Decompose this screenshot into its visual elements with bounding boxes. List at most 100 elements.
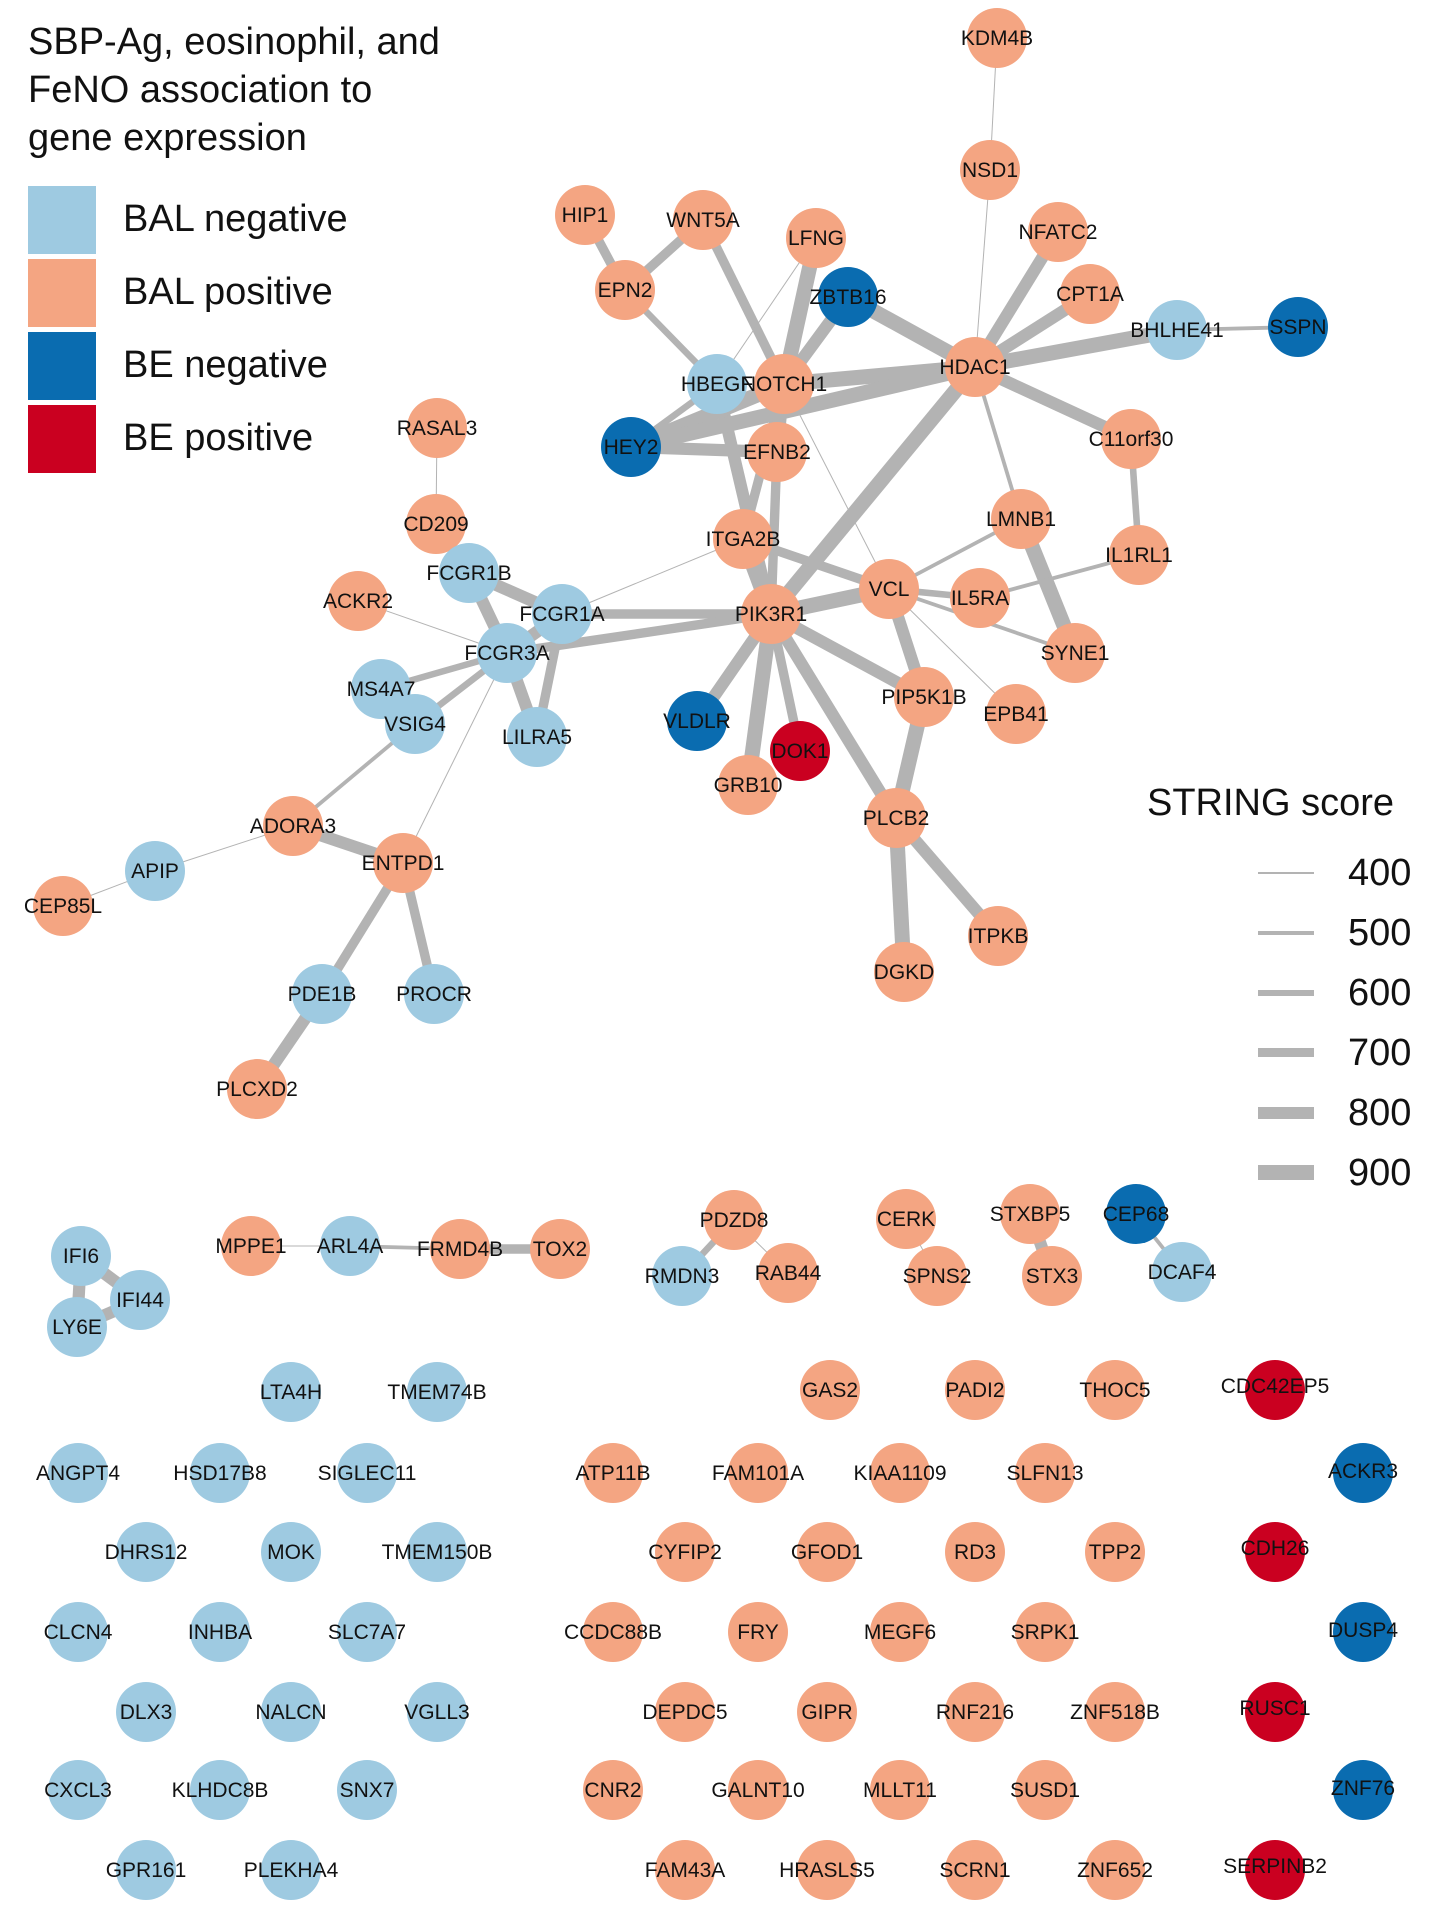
node-circle[interactable] (967, 8, 1027, 68)
node-cep85l[interactable]: CEP85L (24, 876, 102, 936)
node-mppe1[interactable]: MPPE1 (215, 1216, 287, 1276)
node-apip[interactable]: APIP (125, 841, 185, 901)
node-gipr[interactable]: GIPR (797, 1682, 857, 1742)
node-circle[interactable] (1085, 1360, 1145, 1420)
node-circle[interactable] (713, 509, 773, 569)
node-circle[interactable] (190, 1602, 250, 1662)
node-circle[interactable] (945, 1522, 1005, 1582)
node-circle[interactable] (655, 1522, 715, 1582)
node-circle[interactable] (583, 1602, 643, 1662)
node-kdm4b[interactable]: KDM4B (961, 8, 1033, 68)
node-plcxd2[interactable]: PLCXD2 (216, 1059, 298, 1119)
node-wnt5a[interactable]: WNT5A (666, 190, 740, 250)
node-circle[interactable] (673, 190, 733, 250)
node-dgkd[interactable]: DGKD (874, 942, 935, 1002)
node-circle[interactable] (601, 417, 661, 477)
node-circle[interactable] (227, 1059, 287, 1119)
node-rab44[interactable]: RAB44 (755, 1243, 822, 1303)
node-circle[interactable] (667, 691, 727, 751)
node-gfod1[interactable]: GFOD1 (791, 1522, 863, 1582)
node-rd3[interactable]: RD3 (945, 1522, 1005, 1582)
node-znf652[interactable]: ZNF652 (1077, 1840, 1153, 1900)
node-megf6[interactable]: MEGF6 (864, 1602, 936, 1662)
node-ifi6[interactable]: IFI6 (51, 1226, 111, 1286)
node-nalcn[interactable]: NALCN (255, 1682, 327, 1742)
node-stxbp5[interactable]: STXBP5 (990, 1184, 1071, 1244)
node-circle[interactable] (595, 260, 655, 320)
node-circle[interactable] (583, 1760, 643, 1820)
node-snx7[interactable]: SNX7 (337, 1760, 397, 1820)
node-circle[interactable] (1085, 1840, 1145, 1900)
node-circle[interactable] (33, 876, 93, 936)
node-circle[interactable] (48, 1443, 108, 1503)
node-frmd4b[interactable]: FRMD4B (417, 1219, 503, 1279)
node-fcgr1a[interactable]: FCGR1A (519, 584, 605, 644)
node-hey2[interactable]: HEY2 (601, 417, 661, 477)
node-circle[interactable] (1085, 1522, 1145, 1582)
node-circle[interactable] (704, 1190, 764, 1250)
node-circle[interactable] (583, 1443, 643, 1503)
node-sspn[interactable]: SSPN (1268, 297, 1328, 357)
node-circle[interactable] (754, 354, 814, 414)
node-susd1[interactable]: SUSD1 (1010, 1760, 1080, 1820)
node-nfatc2[interactable]: NFATC2 (1019, 202, 1098, 262)
node-circle[interactable] (1147, 300, 1207, 360)
node-itga2b[interactable]: ITGA2B (706, 509, 781, 569)
node-il1rl1[interactable]: IL1RL1 (1105, 525, 1173, 585)
node-circle[interactable] (1245, 1360, 1305, 1420)
node-inhba[interactable]: INHBA (188, 1602, 252, 1662)
node-dhrs12[interactable]: DHRS12 (105, 1522, 188, 1582)
node-circle[interactable] (407, 1522, 467, 1582)
node-circle[interactable] (1152, 1242, 1212, 1302)
node-circle[interactable] (320, 1216, 380, 1276)
node-circle[interactable] (407, 1682, 467, 1742)
node-rusc1[interactable]: RUSC1 (1239, 1682, 1311, 1742)
node-circle[interactable] (741, 584, 801, 644)
node-circle[interactable] (655, 1682, 715, 1742)
node-vgll3[interactable]: VGLL3 (404, 1682, 470, 1742)
node-circle[interactable] (110, 1270, 170, 1330)
node-epb41[interactable]: EPB41 (983, 684, 1049, 744)
node-pde1b[interactable]: PDE1B (288, 964, 357, 1024)
node-spns2[interactable]: SPNS2 (903, 1246, 972, 1306)
node-fam101a[interactable]: FAM101A (712, 1443, 804, 1503)
node-notch1[interactable]: NOTCH1 (741, 354, 827, 414)
node-plcb2[interactable]: PLCB2 (863, 788, 930, 848)
node-circle[interactable] (532, 584, 592, 644)
node-circle[interactable] (945, 337, 1005, 397)
node-circle[interactable] (1101, 409, 1161, 469)
node-fry[interactable]: FRY (728, 1602, 788, 1662)
node-circle[interactable] (51, 1226, 111, 1286)
node-il5ra[interactable]: IL5RA (950, 568, 1010, 628)
node-hdac1[interactable]: HDAC1 (939, 337, 1011, 397)
node-hrasls5[interactable]: HRASLS5 (779, 1840, 875, 1900)
node-circle[interactable] (261, 1362, 321, 1422)
node-dcaf4[interactable]: DCAF4 (1148, 1242, 1217, 1302)
node-circle[interactable] (328, 571, 388, 631)
node-nsd1[interactable]: NSD1 (960, 140, 1020, 200)
node-circle[interactable] (406, 494, 466, 554)
node-circle[interactable] (337, 1443, 397, 1503)
node-ccdc88b[interactable]: CCDC88B (564, 1602, 662, 1662)
node-ackr3[interactable]: ACKR3 (1328, 1443, 1398, 1503)
node-mllt11[interactable]: MLLT11 (863, 1760, 937, 1820)
node-circle[interactable] (945, 1682, 1005, 1742)
node-circle[interactable] (1268, 297, 1328, 357)
node-circle[interactable] (687, 354, 747, 414)
node-circle[interactable] (1060, 264, 1120, 324)
node-arl4a[interactable]: ARL4A (317, 1216, 384, 1276)
node-circle[interactable] (261, 1682, 321, 1742)
node-circle[interactable] (770, 721, 830, 781)
node-circle[interactable] (945, 1360, 1005, 1420)
node-mok[interactable]: MOK (261, 1522, 321, 1582)
node-hip1[interactable]: HIP1 (555, 185, 615, 245)
node-circle[interactable] (1245, 1682, 1305, 1742)
node-cpt1a[interactable]: CPT1A (1056, 264, 1124, 324)
node-circle[interactable] (292, 964, 352, 1024)
node-rnf216[interactable]: RNF216 (936, 1682, 1014, 1742)
node-dok1[interactable]: DOK1 (770, 721, 830, 781)
node-circle[interactable] (116, 1840, 176, 1900)
node-circle[interactable] (190, 1760, 250, 1820)
node-ifi44[interactable]: IFI44 (110, 1270, 170, 1330)
node-dusp4[interactable]: DUSP4 (1328, 1602, 1398, 1662)
